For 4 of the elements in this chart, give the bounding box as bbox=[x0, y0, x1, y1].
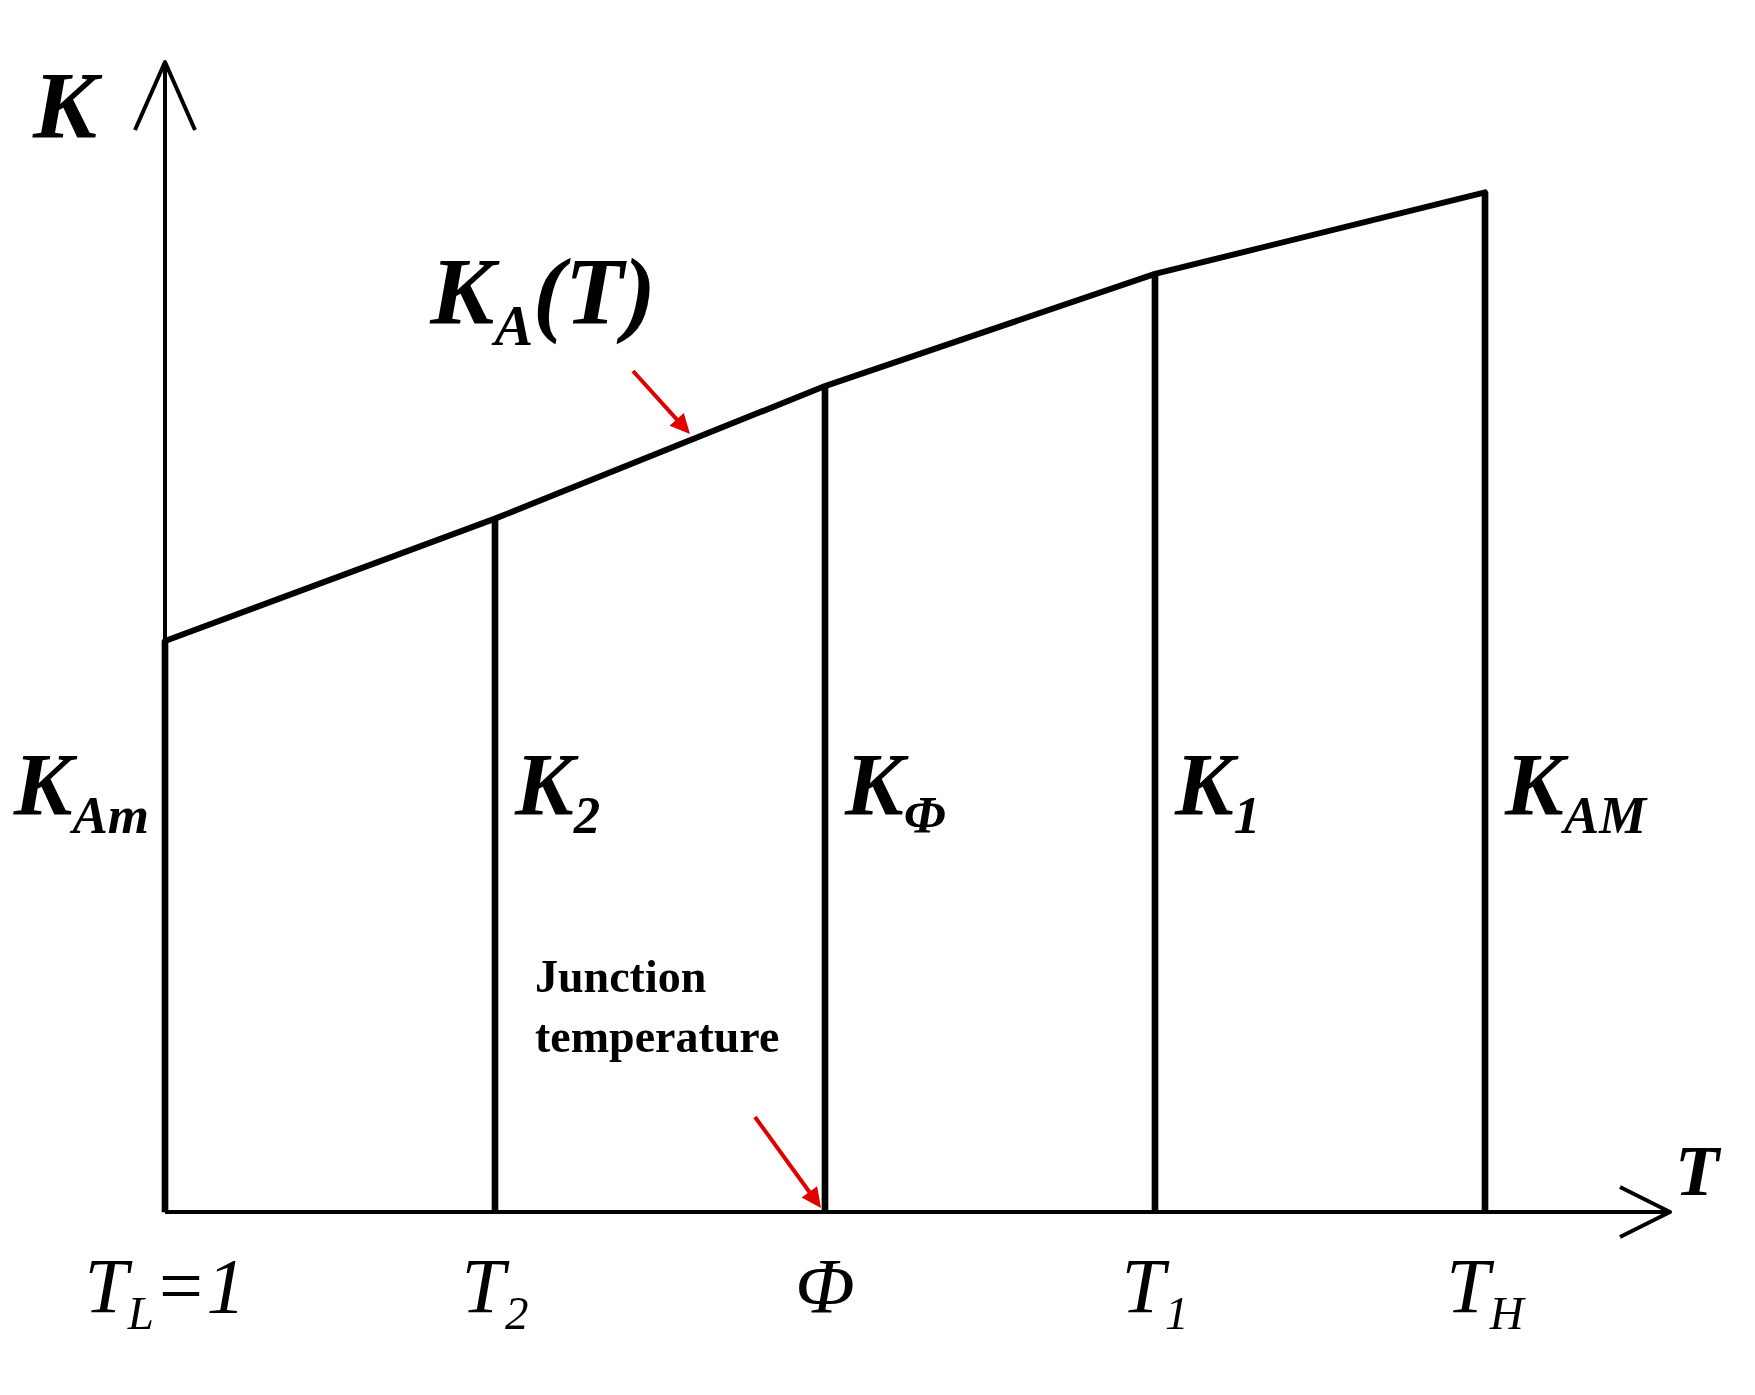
y-axis-title: K bbox=[31, 52, 103, 159]
x-tick-label: Φ bbox=[795, 1242, 855, 1329]
annotation: Junction temperature bbox=[535, 951, 780, 1062]
x-axis-title: T bbox=[1675, 1131, 1723, 1211]
